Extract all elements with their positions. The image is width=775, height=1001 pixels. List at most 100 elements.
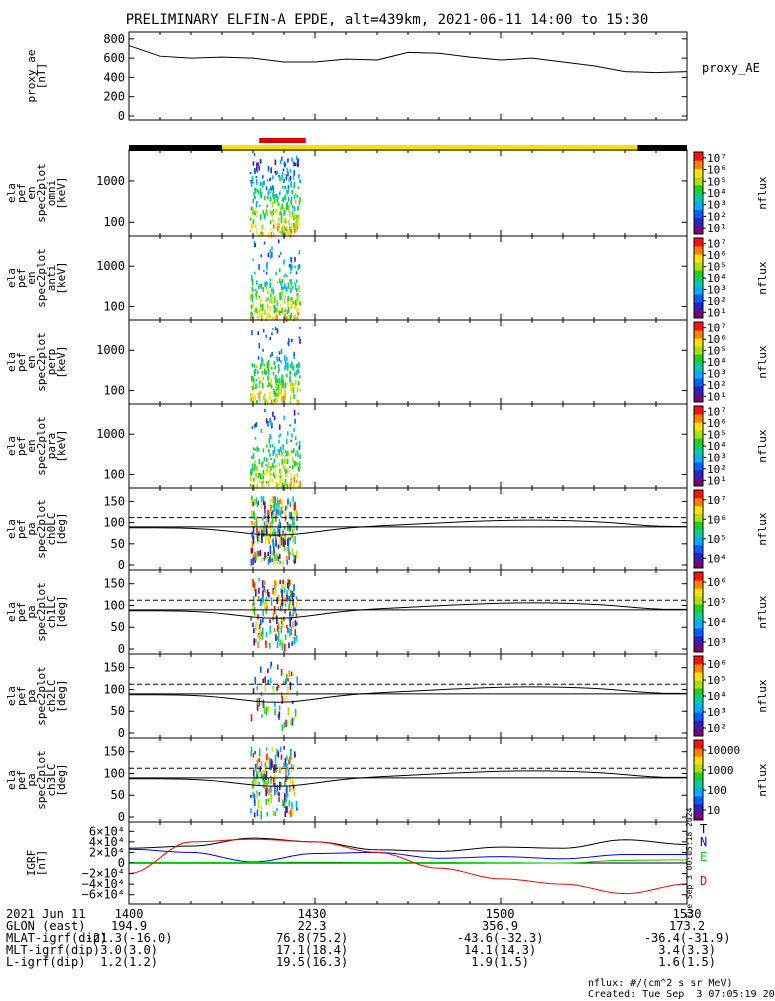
spectrogram-pixel [269,418,271,423]
spectrogram-pixel [255,178,258,182]
pa-spectrogram-pixel [281,620,283,625]
igrf-line-D [128,838,688,895]
pa-spectrogram-pixel [289,551,291,556]
colorbar-cell [694,286,703,289]
spectrogram-pixel [265,464,267,467]
spectrogram-pixel [289,384,292,390]
spectrogram-pixel [271,251,273,258]
colorbar-cell [694,298,703,301]
pa-spectrogram-pixel [261,714,263,718]
spectrogram-pixel [291,433,293,438]
pa-spectrogram-pixel [252,596,255,604]
pa-spectrogram-pixel [270,775,272,785]
spectrogram-pixel [289,363,292,368]
spectrogram-pixel [287,307,290,313]
colorbar-cell [694,742,703,745]
spectrogram-pixel [284,220,287,224]
spectrogram-pixel [254,243,256,248]
spectrogram-pixel [269,391,271,396]
pa-spectrogram-pixel [284,609,286,613]
colorbar-tick-label: 10⁷ [707,238,727,251]
ylabel-line: pef [15,268,28,288]
pa-spectrogram-pixel [254,799,256,806]
spectrogram-pixel [278,268,281,273]
spectrogram-pixel [262,469,265,475]
spectrogram-pixel [250,180,253,187]
pa-spectrogram-pixel [278,792,280,797]
pa-spectrogram-pixel [259,549,262,557]
pa-spectrogram-pixel [274,708,276,716]
colorbar-cell [694,658,703,661]
ylabel-line: proxy_ae [25,50,38,103]
pa-spectrogram-pixel [255,620,257,626]
label-layer: 8006004002000proxy_AEproxy_ae[nT]1000100… [5,32,769,919]
spectrogram-pixel [289,297,292,302]
pa-ytick-label: 100 [103,516,125,530]
pa-spectrogram-pixel [276,615,278,625]
spectrogram-pixel [258,472,260,479]
spectrogram-pixel [262,175,264,179]
energy-ytick-label: 1000 [96,427,125,441]
spectrogram-pixel [284,162,287,167]
spectrogram-pixel [254,436,257,440]
spectrogram-pixel [290,312,293,319]
spectrogram-pixel [274,468,276,475]
spectrogram-pixel [273,415,276,421]
spectrogram-pixel [298,440,301,444]
spectrogram-pixel [299,375,301,379]
pa-spectrogram-pixel [253,513,256,521]
colorbar-cell [694,328,703,331]
pa-ytick-label: 150 [103,494,125,508]
spectrogram-pixel [298,264,301,269]
colorbar-cell [694,410,703,413]
pa-spectrogram-pixel [262,596,265,603]
spectrogram-pixel [266,179,269,182]
pa-spectrogram-pixel [259,666,262,673]
spectrogram-pixel [275,379,277,384]
colorbar-cell [694,794,703,797]
pa-spectrogram-pixel [272,496,275,504]
pa-spectrogram-pixel [269,758,271,764]
colorbar-cell [694,219,703,223]
pa-spectrogram-pixel [274,614,277,620]
pa-spectrogram-pixel [275,503,277,511]
spectrogram-pixel [274,295,277,302]
spectrogram-pixel [277,370,280,373]
pa-spectrogram-pixel [253,794,256,804]
colorbar-cell [694,674,703,677]
pa-spectrogram-pixel [281,642,284,651]
pa-spectrogram-pixel [291,534,293,538]
colorbar-cell [694,454,703,457]
spectrogram-pixel [272,286,275,292]
spectrogram-pixel [256,162,258,168]
pa-spectrogram-pixel [255,638,257,643]
colorbar-cell [694,205,703,208]
spectrogram-pixel [271,332,273,336]
spectrogram-pixel [259,364,262,370]
colorbar-tick-label: 10⁶ [707,417,727,430]
spectrogram-pixel [267,375,269,381]
pa-spectrogram-pixel [251,520,253,526]
spectrogram-pixel [270,399,273,405]
spectrogram-pixel [270,167,273,174]
ylabel-line: ela [5,519,18,539]
colorbar-cell [694,203,703,206]
spectrogram-pixel [298,362,300,366]
colorbar-tick-label: 10⁵ [707,175,727,188]
spectrogram-pixel [293,409,296,416]
colorbar-cell [694,718,703,721]
pa-spectrogram-pixel [288,799,291,807]
spectrogram-pixel [280,310,282,314]
pa-spectrogram-pixel [290,671,293,677]
ae-ytick-label: 0 [118,109,125,123]
pa-ytick-label: 100 [103,598,125,612]
pa-spectrogram-pixel [281,696,284,704]
pa-spectrogram-pixel [281,533,284,540]
colorbar-cell [694,338,703,341]
spectrogram-pixel [267,420,269,427]
ylabel-line: ch1LC [45,595,58,628]
pa-spectrogram-pixel [279,498,282,505]
xaxis-row-value: 76.8(75.2) [276,931,349,945]
spectrogram-pixel [291,449,293,454]
pa-spectrogram-pixel [294,620,297,627]
